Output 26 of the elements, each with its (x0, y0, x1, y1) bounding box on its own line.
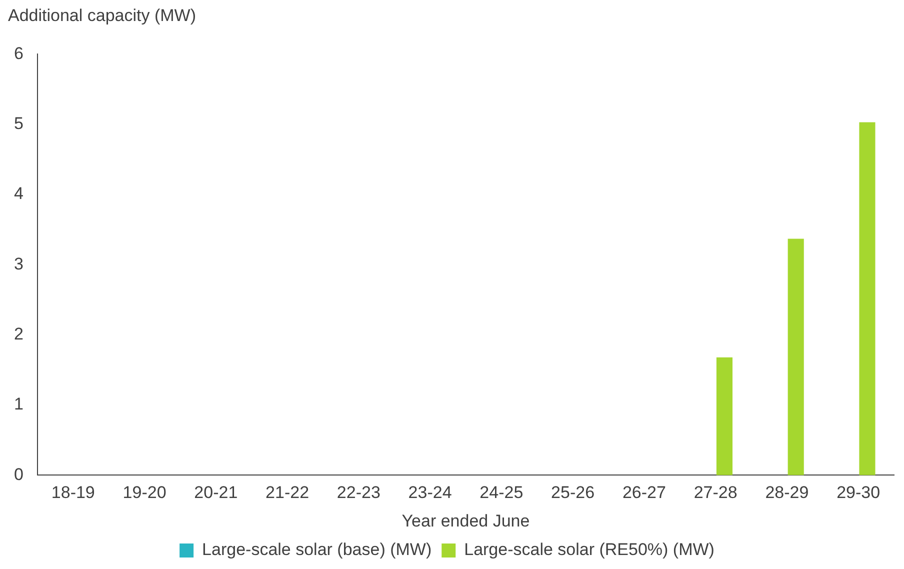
y-tick-label: 3 (14, 254, 24, 274)
x-tick-label: 19-20 (122, 483, 166, 502)
y-tick-label: 1 (14, 394, 24, 414)
x-tick-label: 18-19 (51, 483, 95, 502)
y-tick-label: 2 (14, 324, 24, 344)
x-tick-label: 21-22 (266, 483, 310, 502)
x-tick-label: 20-21 (194, 483, 238, 502)
x-tick-label: 27-28 (694, 483, 738, 502)
y-axis-title: Additional capacity (MW) (8, 6, 196, 26)
y-tick-label: 6 (14, 44, 24, 63)
bar (788, 238, 804, 476)
x-tick-label: 26-27 (622, 483, 666, 502)
legend-label: Large-scale solar (base) (MW) (202, 540, 432, 560)
bar (859, 122, 876, 476)
x-tick-label: 24-25 (480, 483, 524, 502)
x-tick-label: 23-24 (408, 483, 452, 502)
x-tick-label: 29-30 (836, 483, 880, 502)
bar (716, 357, 733, 476)
y-tick-label: 0 (14, 464, 24, 484)
x-axis-title: Year ended June (402, 511, 530, 530)
x-tick-label: 28-29 (765, 483, 809, 502)
y-tick-label: 4 (14, 184, 24, 204)
y-tick-label: 5 (14, 114, 24, 134)
x-tick-label: 22-23 (336, 483, 380, 502)
x-tick-label: 25-26 (551, 483, 595, 502)
legend-label: Large-scale solar (RE50%) (MW) (464, 540, 714, 560)
